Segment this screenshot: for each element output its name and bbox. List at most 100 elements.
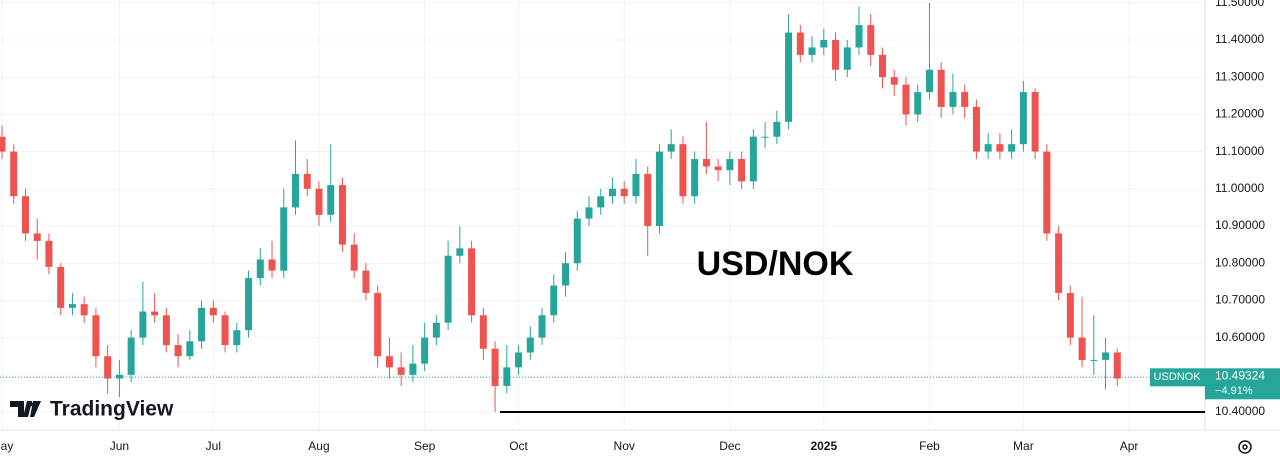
candle-body [151,311,159,316]
candle-body [1113,352,1121,379]
candle-body [162,315,170,346]
y-tick-label: 10.80000 [1215,255,1265,269]
candle-body [538,315,546,338]
candles [0,2,1121,412]
symbol-label: USDNOK [1153,371,1201,383]
candle-body [832,39,840,70]
candle-body [562,263,570,286]
candle-body [115,374,123,379]
candle-body [585,207,593,219]
candle-body [972,106,980,152]
y-tick-label: 11.00000 [1215,181,1264,195]
y-tick-label: 11.40000 [1215,32,1264,46]
y-tick-label: 11.10000 [1215,144,1264,158]
candle-body [726,159,734,171]
candle-body [479,315,487,349]
candle-body [573,218,581,264]
candle-body [761,136,769,138]
last-price: 10.49324 [1215,368,1265,382]
candle-body [45,240,53,267]
y-tick-label: 11.30000 [1215,69,1264,83]
gear-center[interactable] [1242,444,1248,450]
candle-body [1078,337,1086,360]
candle-body [785,32,793,122]
candle-body [456,248,464,256]
candle-body [104,356,112,379]
candle-body [1102,352,1110,360]
x-tick-label: Apr [1120,439,1139,453]
candle-body [702,159,710,167]
candle-body [608,188,616,197]
change-label: −4.91% [1215,385,1253,397]
x-tick-label: Jul [206,439,221,453]
y-tick-label: 10.60000 [1215,330,1265,344]
candle-body [644,173,652,226]
candle-body [68,304,76,308]
candle-body [808,47,816,55]
candle-body [409,363,417,375]
logo-dot [27,401,33,407]
candle-body [1043,151,1051,234]
candle-body [385,356,393,368]
candle-body [327,185,335,215]
gear[interactable] [1238,440,1252,454]
x-tick-label: 2025 [810,439,837,453]
candle-body [362,270,370,293]
x-tick-label: Aug [308,439,329,453]
symbol-tag [1150,368,1205,387]
candle-body [174,345,182,357]
candle-body [597,196,605,208]
candle-body [1031,92,1039,152]
logo-text: TradingView [50,398,174,421]
candle-body [303,173,311,189]
candle-body [996,144,1004,152]
candle-body [714,166,722,171]
y-tick-label: 10.70000 [1215,293,1265,307]
x-tick-label: Feb [919,439,940,453]
settings-icon[interactable] [1238,440,1252,454]
candle-body [444,255,452,323]
candle-body [691,159,699,197]
x-tick-label: May [0,439,13,453]
candle-body [292,173,299,208]
candle-body [655,151,663,226]
candle-body [1055,233,1063,293]
candle-body [127,337,135,375]
candle-body [92,315,100,357]
grid [0,0,1205,430]
candle-body [526,337,534,353]
candle-body [773,121,781,137]
candle-body [198,307,206,342]
candle-body [256,259,264,279]
candle-body [350,244,358,271]
candle-body [738,159,746,182]
annotation: USD/NOK [697,245,854,283]
candle-body [890,77,898,85]
y-tick-label: 11.20000 [1215,107,1264,121]
candle-body [515,352,523,368]
candle-body [1019,92,1027,145]
candle-body [233,330,241,346]
candle-body [80,304,88,316]
candle-body [550,285,558,316]
logo-icon [10,401,41,417]
candle-body [984,144,992,152]
candle-body [867,25,875,55]
price-tag [1205,368,1280,400]
candle-body [338,185,346,245]
candle-body [468,248,476,316]
candle-body [1066,292,1074,338]
candle-body [10,151,18,197]
candle-body [902,84,910,115]
y-tick-label: 10.40000 [1215,404,1265,418]
candle-body [139,311,147,338]
candle-body [268,259,276,271]
candle-body [843,47,851,70]
candle-body [961,92,969,107]
y-tick-label: 10.90000 [1215,218,1265,232]
x-tick-label: Sep [414,439,436,453]
candle-body [186,341,194,357]
candle-body [925,69,933,93]
x-tick-label: Mar [1013,439,1034,453]
